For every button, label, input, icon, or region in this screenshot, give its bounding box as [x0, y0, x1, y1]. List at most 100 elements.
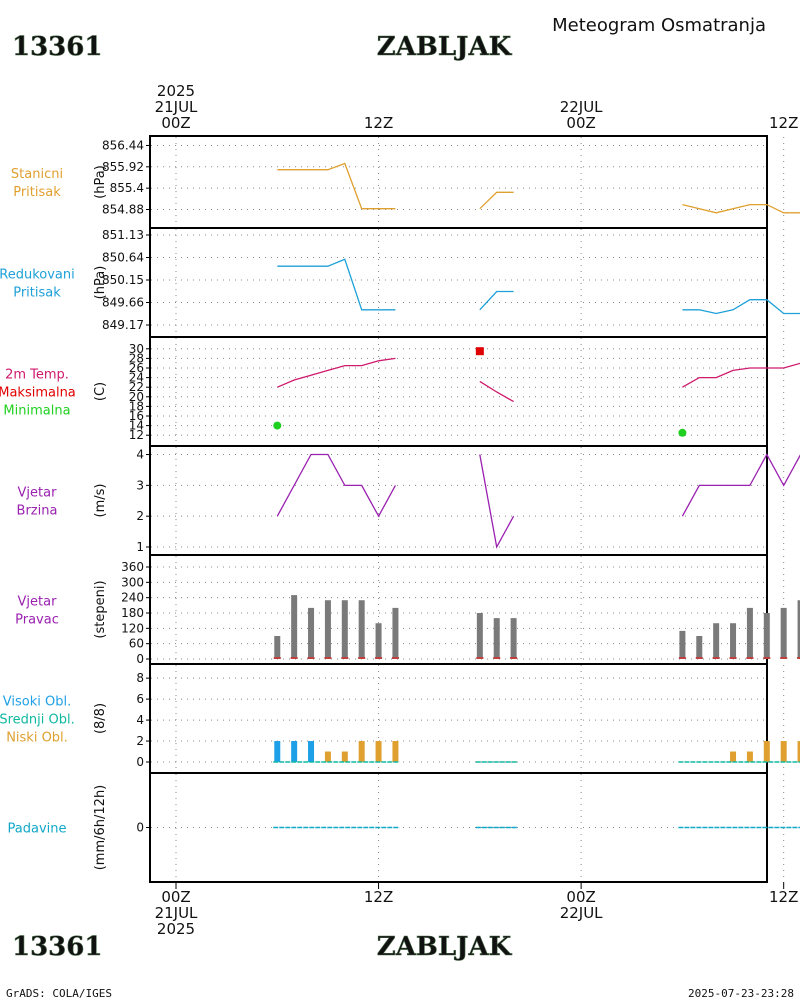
y-tick-label: 20 — [129, 390, 144, 404]
data-bar — [341, 751, 348, 762]
y-tick-label: 6 — [136, 692, 144, 706]
series-line — [479, 290, 514, 311]
y-tick-label: 1 — [136, 540, 144, 554]
tmin-marker — [678, 428, 687, 437]
data-bar-base — [712, 657, 720, 659]
data-bar-base — [493, 657, 501, 659]
panel-unit-label: (8/8) — [93, 703, 108, 734]
panel-label: Brzina — [17, 504, 58, 519]
panel-unit-label: (hPa) — [93, 165, 108, 199]
data-bar — [308, 607, 315, 659]
y-tick-label: 2 — [136, 734, 144, 748]
data-bar-base — [510, 657, 518, 659]
time-label-top: 12Z — [769, 114, 798, 132]
series-line — [682, 203, 800, 214]
data-bar-base — [695, 657, 703, 659]
footer-timestamp: 2025-07-23-23:28 — [688, 987, 794, 1000]
panel-label: Redukovani — [0, 268, 75, 283]
series-line — [479, 191, 514, 210]
data-bar — [510, 618, 517, 659]
y-tick-label: 3 — [136, 478, 144, 492]
plot-area: 202521JUL00Z12Z22JUL00Z12Z23JUL00Z12Z00Z… — [0, 82, 800, 938]
panel-label: 2m Temp. — [5, 368, 69, 383]
data-bar — [696, 636, 703, 659]
footer-source: GrADS: COLA/IGES — [6, 987, 112, 1000]
panel-label: Pritisak — [13, 185, 61, 200]
y-tick-label: 0 — [136, 821, 144, 835]
y-tick-label: 24 — [129, 371, 144, 385]
panel-unit-label: (hPa) — [93, 266, 108, 300]
series-line — [479, 454, 515, 549]
y-tick-label: 851.13 — [102, 228, 144, 242]
data-bar — [375, 741, 382, 762]
y-tick-label: 4 — [136, 448, 144, 462]
y-tick-label: 300 — [121, 575, 144, 589]
y-tick-label: 26 — [129, 361, 144, 375]
panel-label: Vjetar — [18, 595, 58, 610]
panel-label: Visoki Obl. — [3, 695, 71, 710]
data-bar — [324, 600, 331, 659]
station-id-bottom: 13361 — [12, 932, 102, 962]
y-tick-label: 60 — [129, 637, 144, 651]
data-bar — [746, 607, 753, 659]
panel-unit-label: (m/s) — [93, 484, 108, 518]
data-bar — [274, 741, 281, 762]
time-label-top: 2025 — [157, 82, 195, 100]
time-label-bottom: 21JUL — [155, 904, 198, 922]
data-bar-base — [273, 657, 281, 659]
data-bar-base — [375, 657, 383, 659]
y-tick-label: 14 — [129, 419, 144, 433]
y-tick-label: 850.64 — [102, 251, 144, 265]
data-bar-base — [391, 657, 399, 659]
plot-frame — [149, 135, 768, 883]
data-bar — [358, 741, 365, 762]
data-bar-base — [746, 657, 754, 659]
data-bar — [341, 600, 348, 659]
y-tick-label: 120 — [121, 621, 144, 635]
time-label-top: 21JUL — [155, 98, 198, 116]
data-bar — [358, 600, 365, 659]
data-bar — [780, 741, 787, 762]
y-tick-label: 28 — [129, 351, 144, 365]
y-tick-label: 0 — [136, 755, 144, 769]
series-line — [682, 362, 800, 388]
station-name-top: ZABLJAK — [377, 32, 513, 62]
data-bar-base — [358, 657, 366, 659]
panel-label: Pritisak — [13, 286, 61, 301]
data-bar — [746, 751, 753, 762]
time-label-bottom: 22JUL — [560, 904, 603, 922]
y-tick-label: 849.17 — [102, 318, 144, 332]
y-tick-label: 849.66 — [102, 296, 144, 310]
y-tick-label: 0 — [136, 652, 144, 666]
y-tick-label: 30 — [129, 342, 144, 356]
data-bar — [679, 630, 686, 659]
data-bar — [274, 636, 281, 659]
data-bar-base — [729, 657, 737, 659]
time-label-bottom: 00Z — [161, 888, 190, 906]
data-bar — [780, 607, 787, 659]
series-line — [277, 357, 396, 388]
data-bar-base — [307, 657, 315, 659]
y-tick-label: 856.44 — [102, 138, 144, 152]
chart-type-title: Meteogram Osmatranja — [552, 15, 766, 36]
panel-label: Niski Obl. — [6, 731, 68, 746]
y-tick-label: 8 — [136, 671, 144, 685]
panel-label: Pravac — [15, 613, 59, 628]
time-label-bottom: 00Z — [566, 888, 595, 906]
panel-label: Srednji Obl. — [0, 713, 75, 728]
data-bar-base — [678, 657, 686, 659]
y-tick-label: 16 — [129, 409, 144, 423]
data-bar — [493, 618, 500, 659]
panel-label: Stanicni — [11, 167, 63, 182]
y-tick-label: 12 — [129, 428, 144, 442]
series-line — [479, 380, 514, 403]
time-label-top: 12Z — [364, 114, 393, 132]
y-tick-label: 855.4 — [110, 181, 144, 195]
data-bar-base — [476, 657, 484, 659]
data-bar — [797, 600, 800, 659]
data-bar — [763, 741, 770, 762]
panel-label: Padavine — [8, 822, 67, 837]
series-line — [681, 453, 800, 517]
time-label-top: 00Z — [566, 114, 595, 132]
data-bar-base — [763, 657, 771, 659]
